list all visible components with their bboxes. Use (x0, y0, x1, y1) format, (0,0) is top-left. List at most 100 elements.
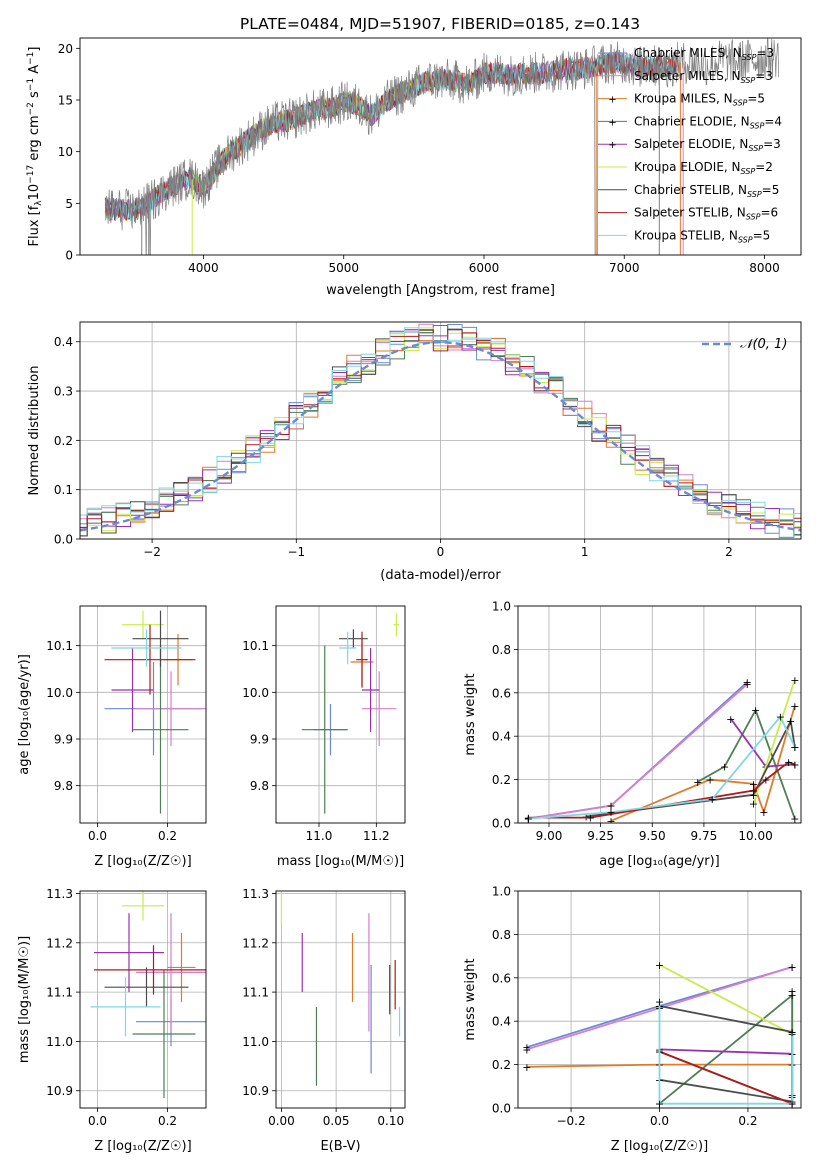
legend-label-sub: SSP (748, 144, 763, 153)
age_vs_mass-ytick-label: 10.0 (242, 686, 269, 700)
mass-weight-marker: + (761, 774, 770, 787)
age_vs_mass-plot-area (301, 613, 400, 814)
error-bar-point (104, 624, 196, 695)
mass-weight-marker: + (749, 784, 758, 797)
spectrum-y-label-part: Flux [f (27, 205, 42, 246)
mass-weight-line (659, 1048, 793, 1055)
mass-weight-marker: + (606, 806, 615, 819)
age_vs_Z-xtick-label: 0.0 (88, 829, 107, 843)
spectrum-y-label-part: −2 (26, 102, 36, 115)
legend-label: Kroupa MILES, NSSP=5 (634, 92, 765, 108)
spectrum-plot-area (104, 38, 779, 255)
spectrum-y-label-part: s (27, 91, 42, 102)
figure-title: PLATE=0484, MJD=51907, FIBERID=0185, z=0… (240, 15, 640, 33)
spectrum-y-label: Flux [fλ10−17 erg cm−2 s−1 A−1] (26, 47, 44, 247)
error-bar-point (339, 629, 368, 648)
spectrum-xtick-label: 5000 (328, 261, 359, 275)
legend-label-text: Chabrier MILES, N (634, 46, 742, 60)
mass-weight-marker: + (790, 758, 799, 771)
residual_hist-ytick-label: 0.2 (54, 434, 73, 448)
mass_vs_Z-y-label: mass [log₁₀(M/M☉)] (17, 936, 32, 1063)
mass-weight-marker: + (720, 761, 729, 774)
age_vs_mass-axes (276, 606, 405, 823)
mass_vs_Z-plot-area (90, 891, 206, 1099)
mass_vs_Z-xtick-label: 0.2 (158, 1114, 177, 1128)
weight_vs_age-plot-area: ++++++++ +++++++++ ++++++++ ++++++++++ (524, 674, 800, 826)
residual_hist-xtick-label: −2 (143, 545, 161, 559)
error-bar-point (90, 977, 161, 1037)
legend-marker: + (608, 95, 616, 106)
legend-label-sub: SSP (746, 213, 761, 222)
normal-legend-label: 𝒩(0, 1) (740, 337, 787, 352)
error-bar-point (132, 645, 189, 814)
weight_vs_age-ytick-label: 0.6 (492, 686, 511, 700)
mass-weight-marker: + (749, 778, 758, 791)
mass-weight-marker: + (749, 797, 758, 810)
mass-weight-marker: + (788, 1026, 797, 1039)
legend-label-sub: SSP (741, 167, 756, 176)
legend-marker: + (608, 117, 616, 128)
legend-label-suffix: =5 (753, 228, 771, 242)
weight_vs_age-xtick-label: 10.00 (738, 829, 772, 843)
age_vs_Z-ytick-label: 10.0 (46, 686, 73, 700)
weight_vs_Z-ytick-label: 0.8 (492, 928, 511, 942)
mass-weight-line (528, 683, 748, 820)
mass-weight-marker: + (788, 1098, 797, 1111)
weight_vs_Z-ytick-label: 0.0 (492, 1102, 511, 1116)
spectrum-y-label-part: ] (27, 47, 42, 52)
spectrum-y-label-part: −1 (26, 78, 36, 91)
age_vs_Z-frame (79, 605, 207, 824)
age_vs_mass-xtick-label: 11.2 (363, 829, 390, 843)
mass-weight-line (697, 708, 796, 820)
mass_vs_Z-ytick-label: 11.3 (46, 887, 73, 901)
error-bar-point (362, 671, 397, 746)
mass-weight-marker: + (790, 700, 799, 713)
mass_vs_ebv-ytick-label: 11.3 (242, 887, 269, 901)
mass-weight-marker: + (784, 756, 793, 769)
legend-label-suffix: =3 (756, 46, 774, 60)
spectrum-frame (79, 37, 802, 256)
mass_vs_Z-axes (80, 891, 206, 1108)
mass-weight-marker: + (788, 989, 797, 1002)
residual_hist-plot-area (80, 323, 801, 538)
mass-weight-marker: + (606, 800, 615, 813)
mass-weight-marker: + (786, 715, 795, 728)
mass-weight-line (610, 705, 796, 822)
weight_vs_age-ytick-label: 1.0 (492, 600, 511, 614)
mass-weight-marker: + (790, 813, 799, 826)
age_vs_mass-frame (275, 605, 406, 824)
mass-weight-marker: + (790, 741, 799, 754)
error-bar-point (111, 629, 182, 667)
legend-label: Salpeter ELODIE, NSSP=3 (634, 137, 781, 153)
spectrum-ytick-label: 5 (65, 197, 73, 211)
legend-label-text: Kroupa ELODIE, N (634, 160, 741, 174)
weight_vs_age-ytick-label: 0.2 (492, 773, 511, 787)
weight_vs_age-xtick-label: 9.00 (536, 829, 563, 843)
mass-weight-marker: + (751, 704, 760, 717)
spectrum-ytick-label: 20 (58, 42, 73, 56)
legend-label: Chabrier STELIB, NSSP=5 (634, 183, 779, 199)
mass_vs_Z-ytick-label: 11.1 (46, 986, 73, 1000)
legend-label-text: Salpeter STELIB, N (634, 206, 746, 220)
mass_vs_ebv-xtick-label: 0.05 (323, 1114, 350, 1128)
mass_vs_Z-ytick-label: 10.9 (46, 1084, 73, 1098)
error-bar-point (136, 671, 206, 746)
error-bar-point (94, 913, 164, 993)
legend-label: Kroupa STELIB, NSSP=5 (634, 228, 770, 244)
legend-label-suffix: =5 (762, 183, 780, 197)
legend-label-text: Kroupa MILES, N (634, 92, 733, 106)
mass-weight-marker: + (522, 1061, 531, 1074)
legend-label-sub: SSP (733, 99, 748, 108)
mass_vs_Z-xtick-label: 0.0 (88, 1114, 107, 1128)
error-bar-point (167, 932, 196, 1002)
legend-label-suffix: =6 (760, 206, 778, 220)
spectrum-xtick-label: 7000 (609, 261, 640, 275)
mass_vs_ebv-ytick-label: 10.9 (242, 1084, 269, 1098)
residual_hist-ytick-label: 0.1 (54, 483, 73, 497)
age_vs_mass-xtick-label: 11.0 (306, 829, 333, 843)
weight_vs_age-xtick-label: 9.25 (587, 829, 614, 843)
mass-weight-marker: + (743, 678, 752, 691)
weight_vs_Z-plot-area: +++++++ + ++++++++ ++++++++++++ ++ (522, 959, 797, 1111)
weight_vs_age-x-label: age [log₁₀(age/yr)] (599, 854, 720, 869)
mass_vs_Z-ytick-label: 11.2 (46, 936, 73, 950)
